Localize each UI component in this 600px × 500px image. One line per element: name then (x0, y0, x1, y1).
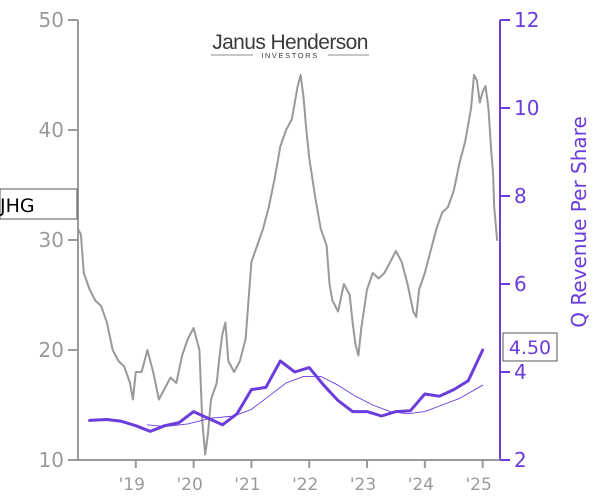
last-value-badge: 4.50 (502, 332, 558, 362)
right-tick-label: 8 (514, 184, 527, 208)
series-line-q-revenue-per-share (88, 348, 485, 433)
last-value-label: 4.50 (509, 337, 551, 359)
right-tick-label: 4 (514, 360, 527, 384)
right-axis-ticks: 2 4 6 8 10 12 (500, 8, 539, 472)
left-tick-label: 10 (39, 448, 64, 472)
ticker-label: JHG (0, 195, 35, 217)
x-tick-label: '20 (176, 475, 202, 495)
left-tick-label: 30 (39, 228, 64, 252)
x-tick-label: '23 (350, 475, 376, 495)
ticker-badge: JHG (0, 188, 78, 220)
series-layer (77, 74, 499, 456)
x-tick-label: '21 (234, 475, 260, 495)
logo-sub: INVESTORS (261, 51, 319, 60)
logo-name: Janus Henderson (212, 31, 368, 54)
x-tick-label: '22 (292, 475, 318, 495)
x-tick-label: '19 (119, 475, 145, 495)
right-tick-label: 10 (514, 96, 539, 120)
left-tick-label: 40 (39, 118, 64, 142)
right-axis-label: Q Revenue Per Share (567, 116, 591, 328)
company-logo: Janus Henderson INVESTORS (211, 31, 369, 60)
right-tick-label: 6 (514, 272, 527, 296)
left-tick-label: 20 (39, 338, 64, 362)
x-tick-label: '24 (408, 475, 434, 495)
right-tick-label: 12 (514, 8, 539, 32)
left-tick-label: 50 (39, 8, 64, 32)
x-tick-label: '25 (466, 475, 492, 495)
series-line-trend (146, 375, 484, 428)
right-tick-label: 2 (514, 448, 527, 472)
left-axis-ticks: 10 20 30 40 50 (39, 8, 78, 472)
x-axis-ticks: '19 '20 '21 '22 '23 '24 '25 (119, 460, 492, 495)
series-line-price (77, 74, 499, 456)
